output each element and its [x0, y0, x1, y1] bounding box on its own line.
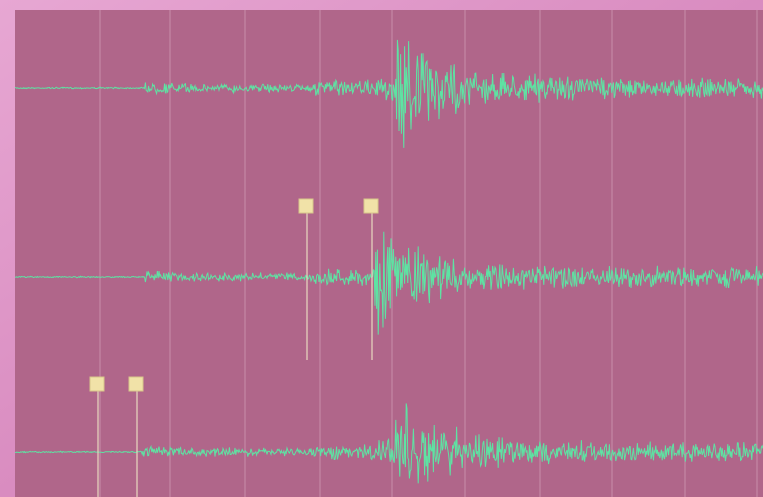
waveform: [14, 39, 763, 148]
marker-flag: [89, 376, 105, 392]
marker-flag: [363, 198, 379, 214]
waveform: [14, 231, 763, 335]
traces: [14, 39, 763, 484]
marker-flag: [128, 376, 144, 392]
waveform: [14, 403, 763, 484]
phase-markers: [89, 198, 379, 497]
marker-flag: [298, 198, 314, 214]
